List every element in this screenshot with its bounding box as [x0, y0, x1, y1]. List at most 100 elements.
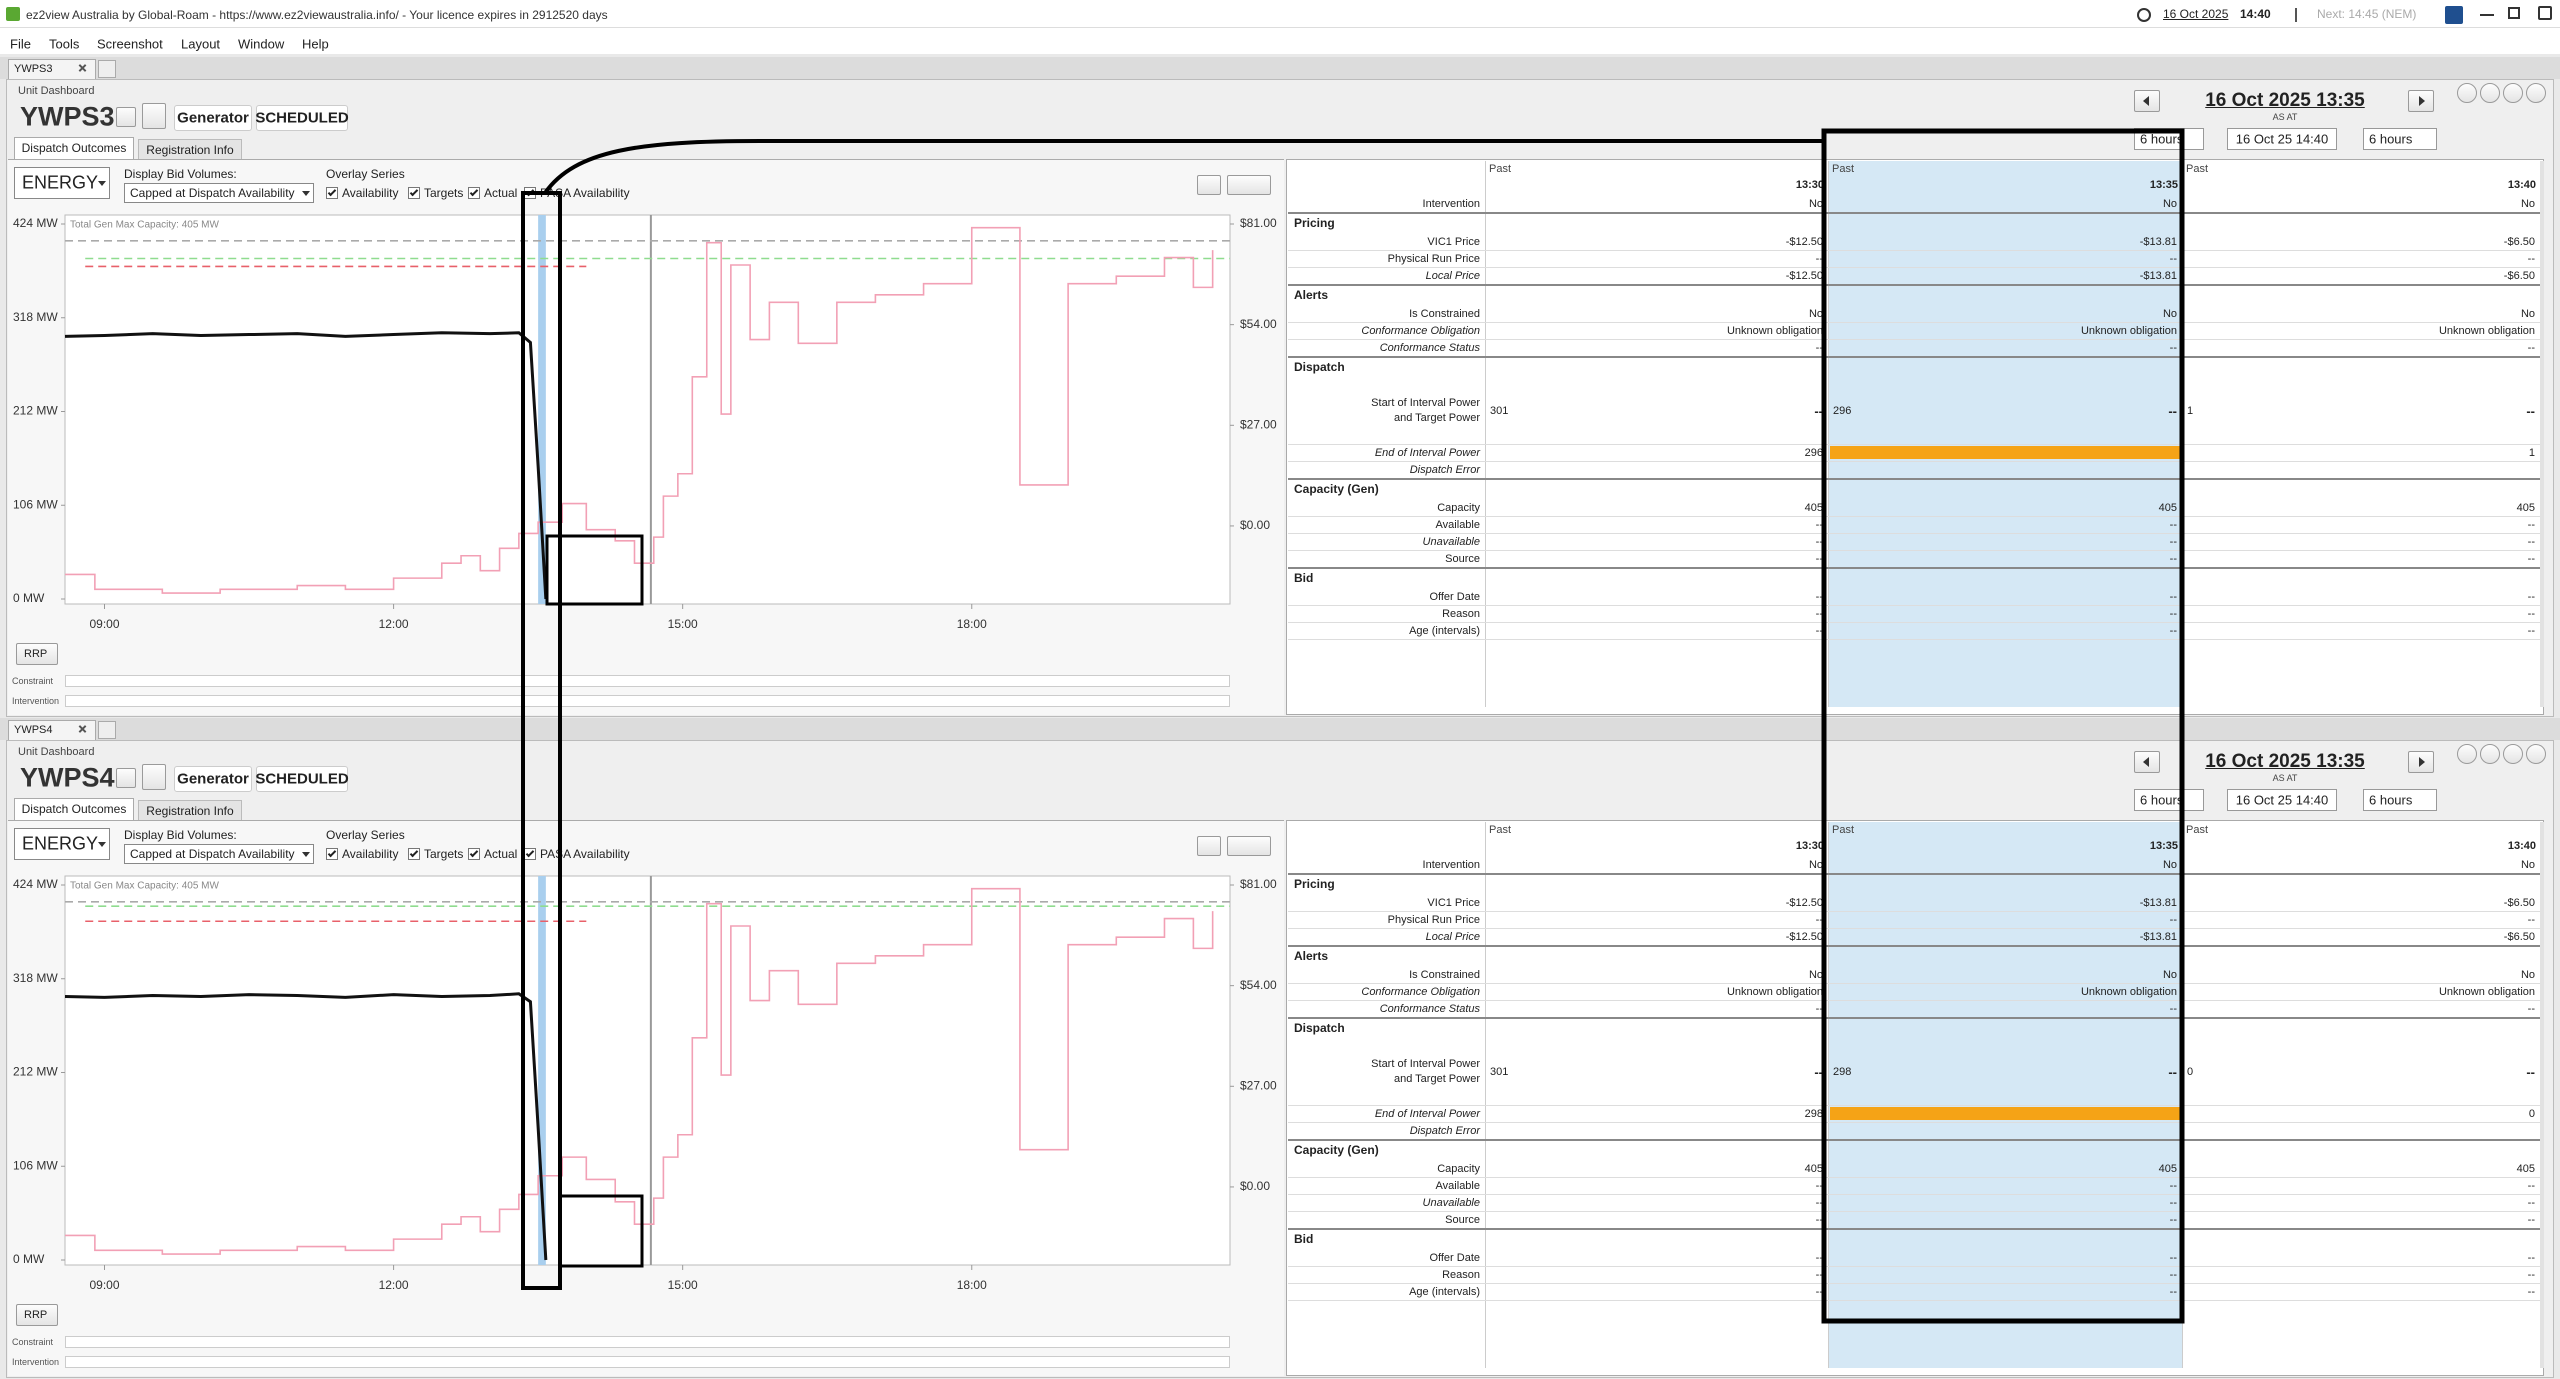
clock-icon — [2137, 8, 2151, 22]
minimize-button[interactable] — [2480, 14, 2494, 16]
market-dropdown[interactable] — [14, 828, 110, 860]
cell-value: -- — [1815, 1179, 1823, 1192]
x-tick-label: 18:00 — [957, 1278, 987, 1292]
menu-item[interactable]: Layout — [181, 36, 221, 52]
inner-tab[interactable] — [14, 137, 134, 159]
inner-tab[interactable] — [14, 798, 134, 820]
cell-value: -- — [2527, 1213, 2535, 1226]
checkbox[interactable] — [326, 848, 338, 860]
section-title: Dispatch — [1294, 1021, 1345, 1035]
as-at-box[interactable] — [2227, 789, 2337, 811]
checkbox-label[interactable]: Actual — [484, 186, 518, 200]
row-label: Available — [1435, 518, 1480, 531]
section-rule — [1288, 478, 2540, 480]
column-divider — [1485, 822, 1486, 1368]
row-rule — [1288, 911, 2540, 912]
toolbar-icon[interactable] — [2457, 83, 2477, 103]
column-time: 13:35 — [2149, 179, 2178, 191]
checkbox[interactable] — [326, 187, 338, 199]
column-header: Past — [2186, 163, 2209, 175]
close-button[interactable] — [2538, 6, 2552, 20]
forward-dropdown[interactable] — [2363, 789, 2437, 811]
checkbox-label[interactable]: Targets — [424, 186, 464, 200]
cell-value: -- — [1815, 590, 1823, 603]
y-tick-label: 0 MW — [13, 1252, 45, 1266]
menu-item[interactable]: Help — [302, 36, 329, 52]
toolbar-icon[interactable] — [2480, 744, 2500, 764]
new-tab-button[interactable] — [98, 721, 116, 739]
cell-value: -- — [1815, 535, 1823, 548]
search-button[interactable] — [116, 768, 136, 788]
toolbar-icon[interactable] — [2503, 83, 2523, 103]
maximize-button[interactable] — [2508, 7, 2520, 19]
toolbar-icon[interactable] — [2503, 744, 2523, 764]
plot-area — [64, 214, 1231, 605]
cell-value: -- — [2169, 1251, 2177, 1264]
row-rule — [1288, 1283, 2540, 1284]
checkbox[interactable] — [408, 187, 420, 199]
row-label: Capacity — [1437, 1162, 1480, 1175]
market-dropdown[interactable] — [14, 167, 110, 199]
rrp-button[interactable] — [16, 643, 58, 665]
column-header: Past — [1489, 824, 1512, 836]
toolbar-icon[interactable] — [2457, 744, 2477, 764]
toolbar-icon[interactable] — [2480, 83, 2500, 103]
forward-dropdown[interactable] — [2363, 128, 2437, 150]
as-at-box[interactable] — [2227, 128, 2337, 150]
row-label: Offer Date — [1429, 1251, 1480, 1264]
nav-date[interactable]: 16 Oct 2025 13:35 — [2205, 90, 2365, 111]
widget-tab[interactable] — [8, 720, 96, 740]
menu-item[interactable]: Screenshot — [97, 36, 163, 52]
inner-tab[interactable] — [138, 800, 242, 820]
cell-target: -- — [2526, 1064, 2535, 1079]
menu-item[interactable]: File — [10, 36, 31, 52]
row-label: Start of Interval Power — [1371, 1058, 1480, 1070]
row-rule — [1288, 928, 2540, 929]
cell-value: No — [2520, 858, 2535, 871]
row-label: Capacity — [1437, 501, 1480, 514]
cell-value: -- — [2169, 1213, 2177, 1226]
row-label: Offer Date — [1429, 590, 1480, 603]
cell-value: -$12.50 — [1785, 269, 1823, 282]
export-button[interactable] — [1227, 836, 1271, 856]
checkbox-label[interactable]: Actual — [484, 847, 518, 861]
checkbox[interactable] — [468, 187, 480, 199]
rrp-label: RRP — [24, 648, 48, 660]
toolbar-icon[interactable] — [2526, 744, 2546, 764]
search-button[interactable] — [116, 107, 136, 127]
checkbox-label[interactable]: PASA Availability — [540, 847, 630, 861]
cell-value: -- — [2169, 252, 2177, 265]
checkbox-label[interactable]: Targets — [424, 847, 464, 861]
unit-icon[interactable] — [142, 103, 166, 129]
row-label: Unavailable — [1422, 1196, 1480, 1209]
cell-value: -- — [2527, 1285, 2535, 1298]
checkbox-label[interactable]: Availability — [342, 847, 399, 861]
cell-value: -- — [2527, 535, 2535, 548]
status-badge — [256, 105, 348, 131]
footer-row-track — [65, 675, 1230, 687]
snapshot-button[interactable] — [1197, 836, 1221, 856]
toolbar-icon[interactable] — [2526, 83, 2546, 103]
series-line — [65, 887, 1214, 1255]
bid-volumes-dropdown[interactable] — [124, 844, 314, 864]
app-logo[interactable] — [2445, 6, 2463, 24]
section-rule — [1288, 945, 2540, 947]
row-label: Physical Run Price — [1387, 252, 1480, 265]
unit-icon[interactable] — [142, 764, 166, 790]
cell-value: Unknown obligation — [2438, 985, 2535, 998]
inner-tab[interactable] — [138, 139, 242, 159]
section-rule — [1288, 1017, 2540, 1019]
bid-volumes-dropdown[interactable] — [124, 183, 314, 203]
next-interval[interactable]: Next: 14:45 (NEM) — [2317, 7, 2417, 21]
rrp-button[interactable] — [16, 1304, 58, 1326]
checkbox[interactable] — [468, 848, 480, 860]
section-rule — [1288, 212, 2540, 214]
menu-item[interactable]: Window — [238, 36, 285, 52]
widget-tab[interactable] — [8, 59, 96, 79]
checkbox-label[interactable]: Availability — [342, 186, 399, 200]
section-rule — [1288, 1228, 2540, 1230]
nav-date[interactable]: 16 Oct 2025 13:35 — [2205, 751, 2365, 772]
new-tab-button[interactable] — [98, 60, 116, 78]
checkbox[interactable] — [408, 848, 420, 860]
menu-item[interactable]: Tools — [49, 36, 80, 52]
